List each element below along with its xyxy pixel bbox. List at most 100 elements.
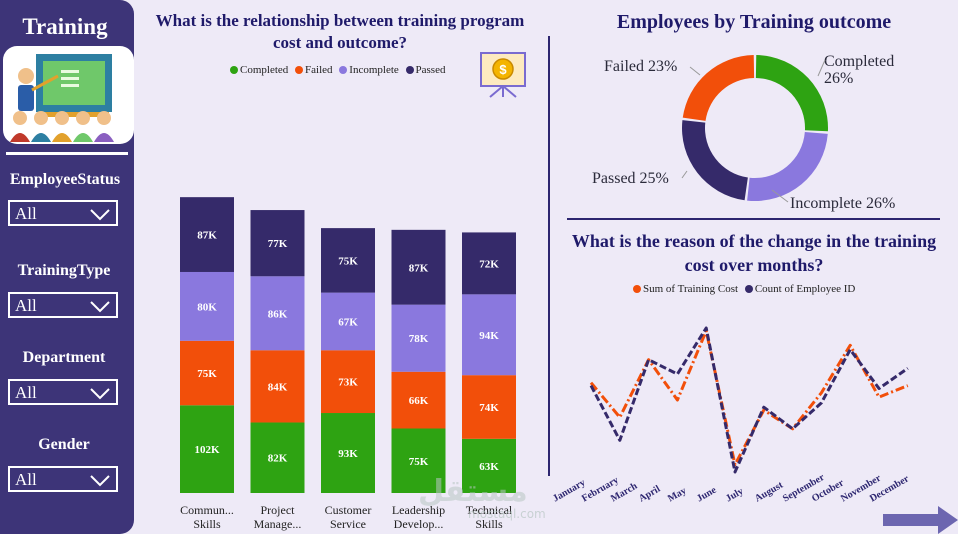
filter-label-gender: Gender (38, 436, 90, 453)
bar-data-label: 72K (479, 258, 499, 270)
next-page-arrow-icon[interactable] (883, 506, 958, 534)
employee-status-value: All (15, 204, 37, 223)
watermark-url: mostaql.com (468, 507, 546, 521)
bar-data-label: 77K (268, 238, 288, 250)
bar-data-label: 87K (197, 230, 217, 242)
donut-slice-incomplete[interactable] (747, 132, 828, 201)
bar-segment-failed-0[interactable] (180, 340, 234, 406)
bar-segment-passed-3[interactable] (391, 229, 446, 305)
legend-completed: Completed (240, 64, 289, 76)
department-dropdown[interactable]: All (8, 379, 118, 405)
bar-data-label: 87K (409, 262, 429, 274)
legend-dot-completed (230, 66, 238, 75)
donut-slice-completed[interactable] (755, 55, 828, 132)
bar-segment-completed-3[interactable] (391, 428, 446, 494)
stacked-bar-chart: 102K 75K 80K 87K 82K 84K 86K 77K 93K 73K 67K 75K 75K… (180, 197, 516, 494)
sidebar-divider (6, 152, 128, 155)
donut-slice-failed[interactable] (682, 55, 755, 121)
bar-segment-completed-1[interactable] (250, 422, 305, 493)
donut-label-completed: Completed 26% (824, 53, 895, 87)
bar-segment-failed-1[interactable] (250, 350, 305, 423)
line-chart-title: What is the reason of the change in the … (571, 231, 937, 275)
bar-segment-passed-0[interactable] (180, 197, 234, 272)
legend-dot-passed (405, 66, 414, 75)
filter-label-employee-status: EmployeeStatus (9, 171, 121, 188)
legend-dot-employee-count (744, 285, 753, 294)
watermark-logo: مستقل (418, 474, 528, 509)
vertical-divider (548, 36, 550, 476)
legend-employee-count: Count of Employee ID (754, 283, 856, 295)
bar-data-label: 75K (409, 456, 429, 468)
bar-category-label: Customer Service (324, 503, 372, 531)
leader-line-passed (681, 170, 688, 179)
bar-segment-passed-4[interactable] (462, 232, 516, 295)
cost-board-icon: $ (480, 52, 526, 98)
training-type-dropdown[interactable]: All (8, 292, 118, 318)
legend-failed: Failed (305, 64, 333, 76)
legend-incomplete: Incomplete (349, 64, 399, 76)
gender-dropdown[interactable]: All (8, 466, 118, 492)
line-chart-legend: Sum of Training Cost Count of Employee I… (633, 283, 859, 295)
bar-segment-passed-2[interactable] (321, 228, 375, 293)
bar-segment-incomplete-4[interactable] (462, 294, 516, 376)
line-series-training-cost[interactable] (589, 329, 909, 467)
bar-category-label: Project Manage... (253, 503, 302, 531)
bar-chart-title: What is the relationship between trainin… (155, 11, 525, 52)
legend-dot-failed (295, 66, 304, 75)
bar-data-label: 63K (479, 461, 499, 473)
bar-chart-legend: Completed Failed Incomplete Passed (230, 64, 449, 76)
legend-dot-training-cost (633, 285, 641, 294)
training-logo (3, 46, 134, 144)
chevron-down-icon (90, 301, 110, 313)
bar-data-label: 75K (197, 368, 217, 380)
legend-training-cost: Sum of Training Cost (643, 283, 739, 295)
bar-segment-completed-2[interactable] (321, 413, 375, 493)
donut-chart (682, 55, 828, 201)
legend-dot-incomplete (339, 66, 348, 75)
bar-segment-failed-2[interactable] (321, 350, 375, 414)
line-series-employee-count[interactable] (589, 326, 909, 474)
bar-data-label: 66K (409, 395, 429, 407)
gender-value: All (15, 470, 37, 489)
donut-chart-title: Employees by Training outcome (616, 11, 892, 33)
bar-segment-completed-4[interactable] (462, 438, 516, 493)
bar-segment-incomplete-0[interactable] (180, 271, 234, 341)
filter-sidebar: Training EmployeeStatus All (0, 0, 134, 534)
bar-category-label: Leadership Develop... (391, 503, 446, 531)
bar-data-label: 73K (338, 377, 358, 389)
bar-data-label: 75K (338, 255, 358, 267)
training-type-value: All (15, 296, 37, 315)
donut-leader-lines (681, 59, 826, 203)
filter-label-training-type: TrainingType (17, 262, 111, 279)
department-value: All (15, 383, 37, 402)
bar-segment-incomplete-1[interactable] (250, 276, 305, 351)
chevron-down-icon (90, 475, 110, 487)
bar-segment-failed-3[interactable] (391, 371, 446, 429)
sidebar-title: Training (22, 14, 108, 39)
bar-data-label: 78K (409, 333, 429, 345)
leader-line-failed (689, 66, 701, 76)
chevron-down-icon (90, 209, 110, 221)
bar-category-label: Commun... Skills (180, 503, 234, 531)
leader-line-completed (817, 59, 826, 77)
bar-data-label: 84K (268, 381, 288, 393)
bar-segment-failed-4[interactable] (462, 375, 516, 439)
bar-data-label: 74K (479, 402, 499, 414)
filter-label-department: Department (22, 349, 106, 366)
svg-text:$: $ (499, 62, 507, 77)
presentation-icon (10, 54, 114, 142)
chevron-down-icon (90, 388, 110, 400)
donut-slice-passed[interactable] (682, 120, 748, 201)
bar-segment-completed-0[interactable] (180, 405, 234, 493)
donut-label-failed: Failed 23% (604, 58, 678, 75)
bar-data-label: 86K (268, 308, 288, 320)
bar-data-label: 67K (338, 316, 358, 328)
line-chart (589, 326, 909, 474)
bar-segment-passed-1[interactable] (250, 210, 305, 277)
bar-data-label: 94K (479, 330, 499, 342)
bar-segment-incomplete-2[interactable] (321, 292, 375, 351)
legend-passed: Passed (415, 64, 446, 76)
employee-status-dropdown[interactable]: All (8, 200, 118, 226)
bar-segment-incomplete-3[interactable] (391, 304, 446, 372)
leader-line-incomplete (771, 189, 789, 203)
